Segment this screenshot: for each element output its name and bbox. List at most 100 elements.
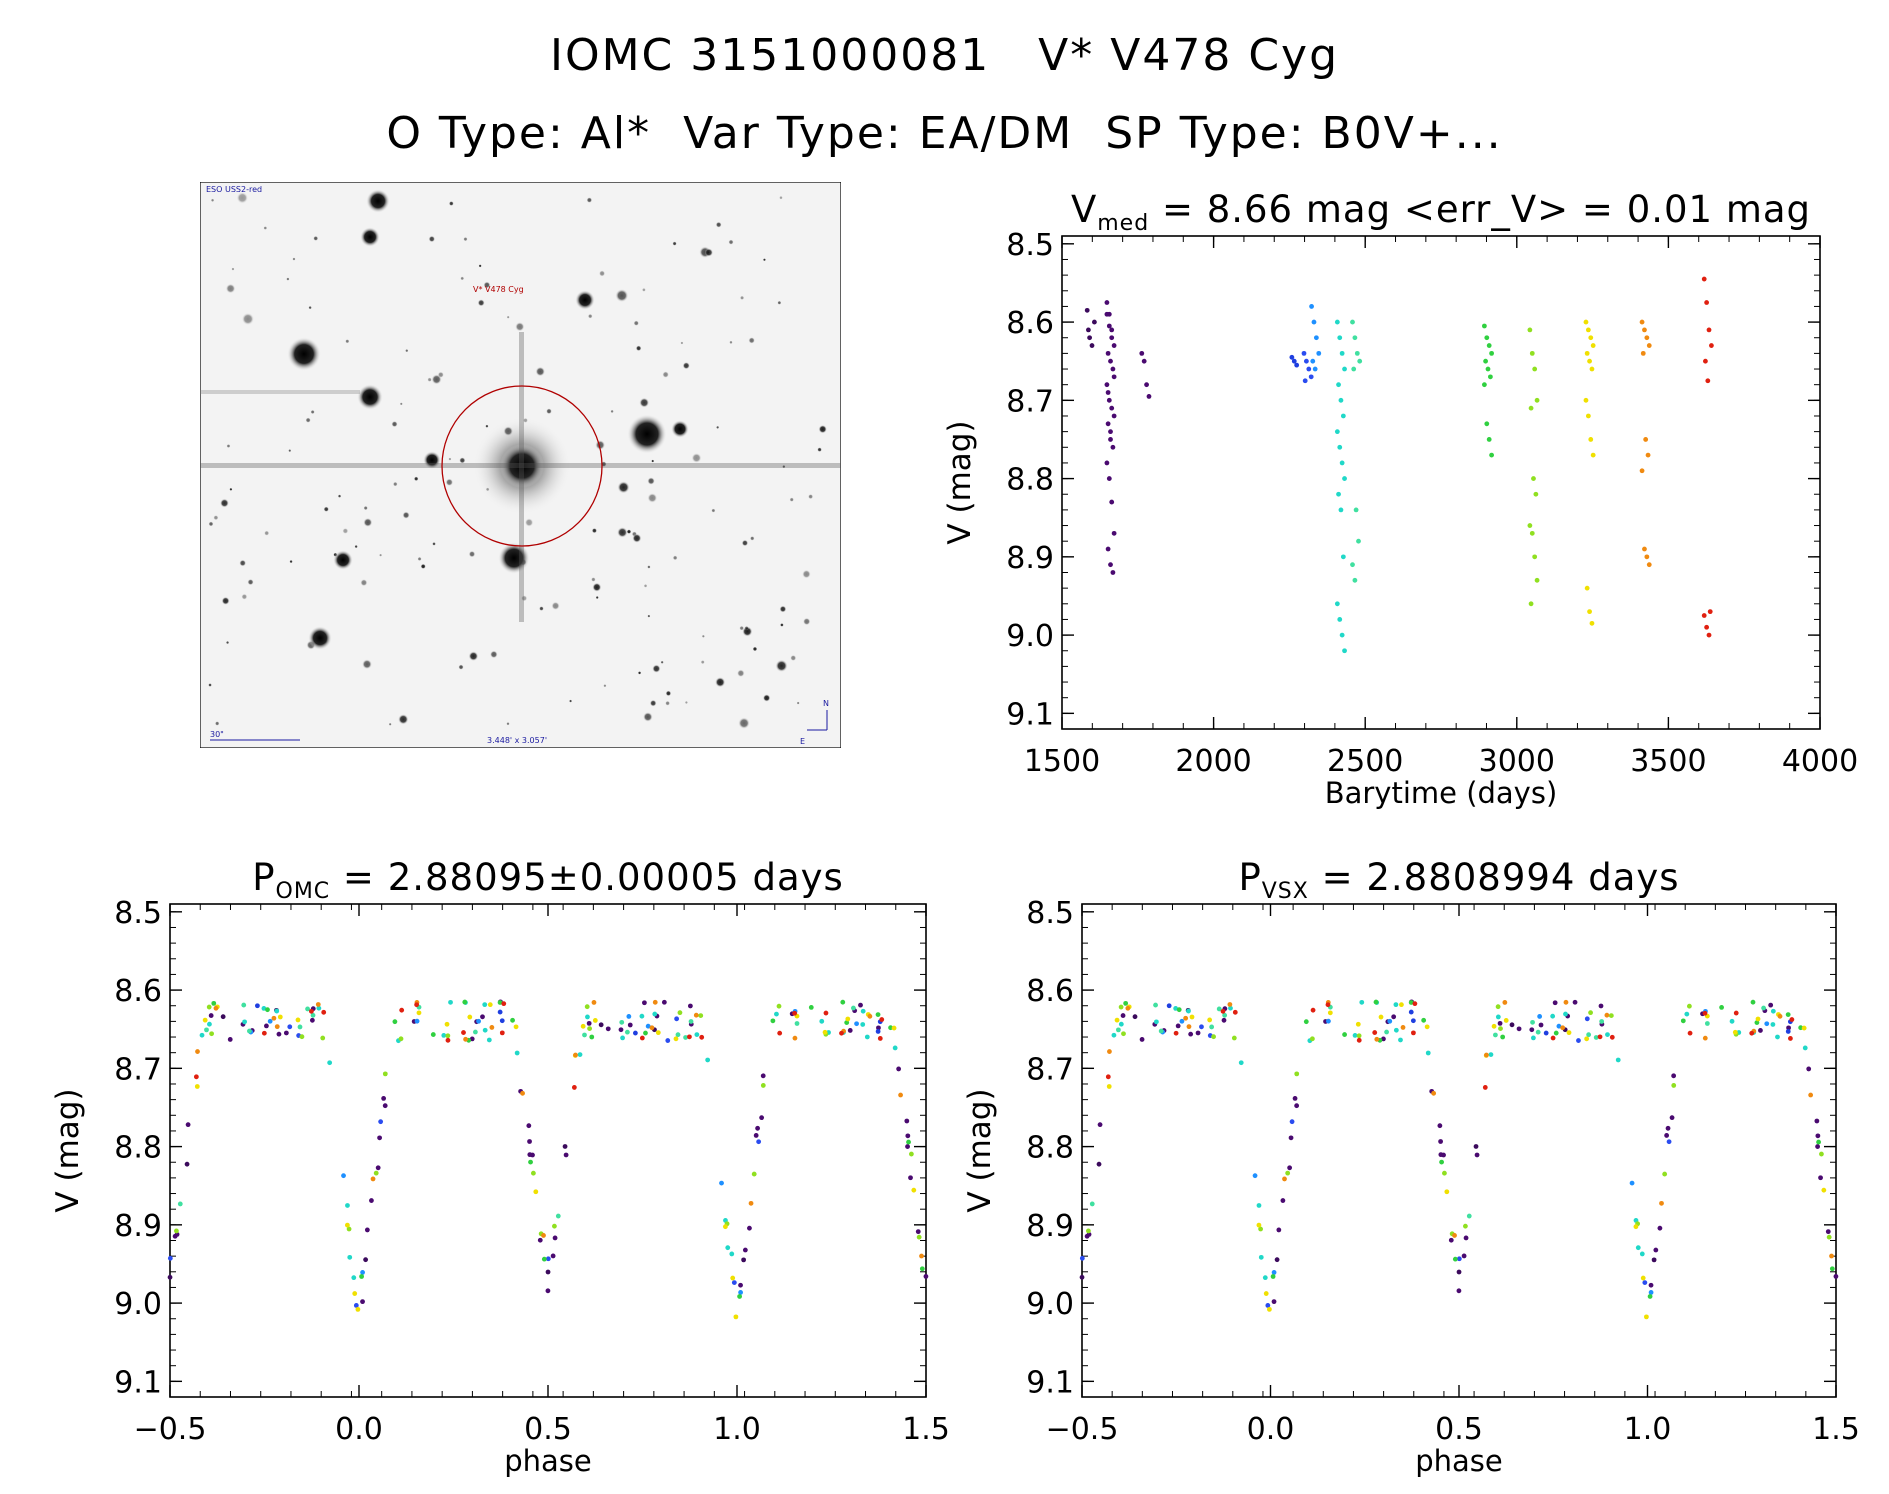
data-point [1356,1037,1362,1043]
data-point [1158,1028,1164,1034]
data-point [1498,1026,1503,1032]
data-point [416,1010,422,1016]
data-point [246,1028,252,1034]
finder-star [652,664,661,673]
finder-star [308,305,312,310]
data-point [1123,1000,1129,1006]
y-tick-label: 8.7 [1026,1052,1074,1087]
data-point [480,1014,485,1020]
data-point [1644,335,1650,341]
data-point [1359,999,1365,1005]
data-point [1704,624,1710,630]
data-point [1153,1019,1159,1025]
finder-star [428,235,436,243]
data-point [482,1002,488,1008]
data-point [360,1270,365,1275]
data-point [211,1000,217,1006]
finder-star [208,683,212,687]
data-point [563,1152,569,1158]
y-tick-label: 8.8 [1026,1131,1074,1166]
data-point [1289,354,1295,360]
data-point [1111,413,1117,419]
data-point [1439,1159,1444,1165]
data-point [1489,452,1494,458]
data-point [755,1125,761,1131]
finder-star [633,320,640,326]
data-point [364,1227,370,1233]
data-point [722,1224,728,1230]
finder-star [802,617,811,626]
finder-star [665,700,671,706]
data-point [1527,523,1533,528]
data-point [1593,1035,1599,1040]
data-point [1176,1007,1182,1013]
data-point [299,1034,305,1040]
data-point [1635,1245,1641,1251]
data-point [1267,1306,1272,1312]
data-point [1106,1084,1112,1089]
data-point [1351,366,1357,372]
finder-star [741,539,749,547]
data-point [1585,327,1591,333]
data-point [1105,546,1111,552]
data-point [1553,1030,1559,1036]
data-point [1816,1139,1821,1145]
data-point [1141,358,1147,364]
finder-star [213,515,219,521]
data-point [1706,327,1712,333]
data-point [375,1165,381,1171]
y-tick-label: 8.5 [1006,228,1054,263]
data-point [1489,350,1494,356]
finder-star [714,676,726,688]
data-point [777,1030,783,1036]
finder-star [506,315,510,319]
data-point [1334,429,1340,435]
data-point [915,1229,921,1235]
x-tick-label: 0.0 [335,1412,383,1447]
finder-star [762,258,766,262]
data-point [1615,1057,1621,1063]
data-point [1818,1175,1823,1181]
data-point [1338,507,1344,513]
finder-star [239,559,247,567]
data-point [1644,554,1650,560]
data-point [1702,1035,1708,1041]
data-point [527,1139,532,1144]
data-point [274,1008,280,1014]
finder-star [445,478,454,487]
data-point [845,1016,851,1022]
data-point [741,1257,747,1263]
data-point [1585,413,1591,419]
data-point [1258,1226,1264,1232]
data-point [1108,358,1113,364]
data-point [908,1175,913,1181]
data-point [1590,343,1596,348]
data-point [202,1017,208,1023]
data-point [381,1096,387,1101]
data-point [537,1237,543,1243]
data-point [1463,1235,1469,1241]
data-point [1340,413,1346,419]
bleed-trail [200,390,360,394]
x-tick-label: 3500 [1630,744,1706,779]
y-tick-label: 8.9 [1026,1209,1074,1244]
x-tick-label: −0.5 [134,1412,207,1447]
data-point [351,1275,357,1281]
data-point [1391,1014,1397,1020]
finder-star [639,397,650,408]
data-point [461,1030,466,1035]
data-point [1665,1125,1671,1131]
data-point [605,1026,611,1032]
data-point [1531,476,1536,481]
data-point [533,1189,539,1195]
data-point [414,1018,420,1024]
finder-star [360,579,368,587]
data-point [760,1083,766,1088]
data-point [1399,1002,1404,1008]
data-point [510,1017,515,1023]
finder-star [748,337,755,344]
data-point [353,1303,359,1308]
data-point [1706,632,1712,638]
data-point [1280,1198,1286,1203]
data-point [1733,1010,1739,1016]
